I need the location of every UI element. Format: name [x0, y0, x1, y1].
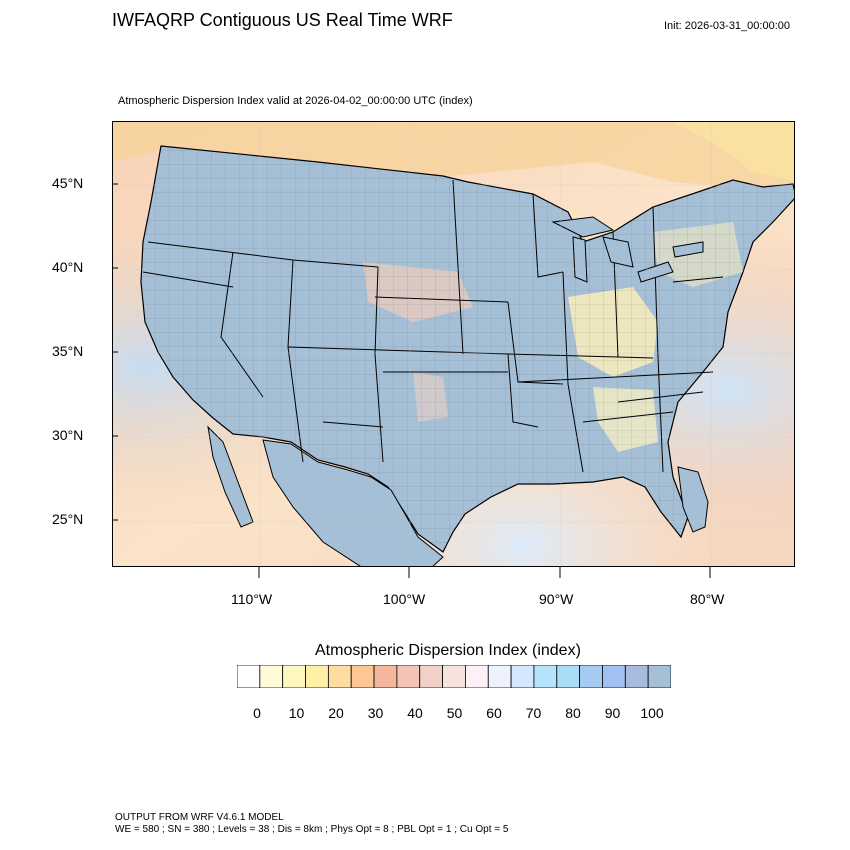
- legend-swatch: [624, 665, 649, 688]
- lon-label-80w: 80°W: [690, 591, 725, 607]
- legend-label: 50: [446, 705, 463, 721]
- lon-label-90w: 90°W: [539, 591, 574, 607]
- legend-swatch: [373, 665, 398, 688]
- legend-swatch: [442, 665, 466, 688]
- lat-label-30: 30°N: [52, 427, 84, 443]
- legend-swatch: [556, 665, 581, 688]
- legend-swatch: [647, 665, 671, 688]
- legend-label: 30: [367, 705, 384, 721]
- legend-swatch: [533, 665, 558, 688]
- legend-swatch: [237, 665, 261, 688]
- legend-swatch: [282, 665, 306, 688]
- legend-swatch: [419, 665, 443, 688]
- legend-swatch: [327, 665, 352, 688]
- color-legend-bar: [237, 665, 671, 688]
- legend-swatch: [396, 665, 421, 688]
- legend-label: 20: [328, 705, 344, 721]
- legend-label: 60: [486, 705, 502, 721]
- legend-label: 90: [604, 705, 621, 721]
- lon-label-100w: 100°W: [383, 591, 426, 607]
- footer-config-line: WE = 580 ; SN = 380 ; Levels = 38 ; Dis …: [115, 824, 509, 835]
- legend-title: Atmospheric Dispersion Index (index): [315, 642, 581, 659]
- map-panel: [112, 121, 795, 567]
- footer-model-line: OUTPUT FROM WRF V4.6.1 MODEL: [115, 812, 284, 823]
- legend-swatch: [465, 665, 489, 688]
- legend-swatch: [305, 665, 329, 688]
- lon-label-110w: 110°W: [231, 591, 273, 607]
- figure-title: IWFAQRP Contiguous US Real Time WRF: [112, 10, 453, 30]
- legend-label: 80: [565, 705, 581, 721]
- legend-label: 10: [288, 705, 305, 721]
- lat-label-25: 25°N: [52, 511, 84, 527]
- legend-swatch: [510, 665, 535, 688]
- legend-label: 0: [253, 705, 261, 721]
- legend-swatch: [259, 665, 284, 688]
- legend-swatch: [579, 665, 603, 688]
- plot-subtitle: Atmospheric Dispersion Index valid at 20…: [118, 95, 473, 107]
- init-time: Init: 2026-03-31_00:00:00: [664, 20, 790, 32]
- lat-label-40: 40°N: [52, 259, 84, 275]
- legend-swatch: [487, 665, 512, 688]
- legend-swatch: [602, 665, 626, 688]
- legend-label: 70: [525, 705, 542, 721]
- legend-label: 100: [640, 705, 664, 721]
- great-lakes: [551, 216, 704, 283]
- lat-label-45: 45°N: [52, 175, 84, 191]
- legend-swatch: [350, 665, 375, 688]
- legend-label: 40: [407, 705, 423, 721]
- map-canvas: [113, 122, 794, 566]
- lat-label-35: 35°N: [52, 343, 84, 359]
